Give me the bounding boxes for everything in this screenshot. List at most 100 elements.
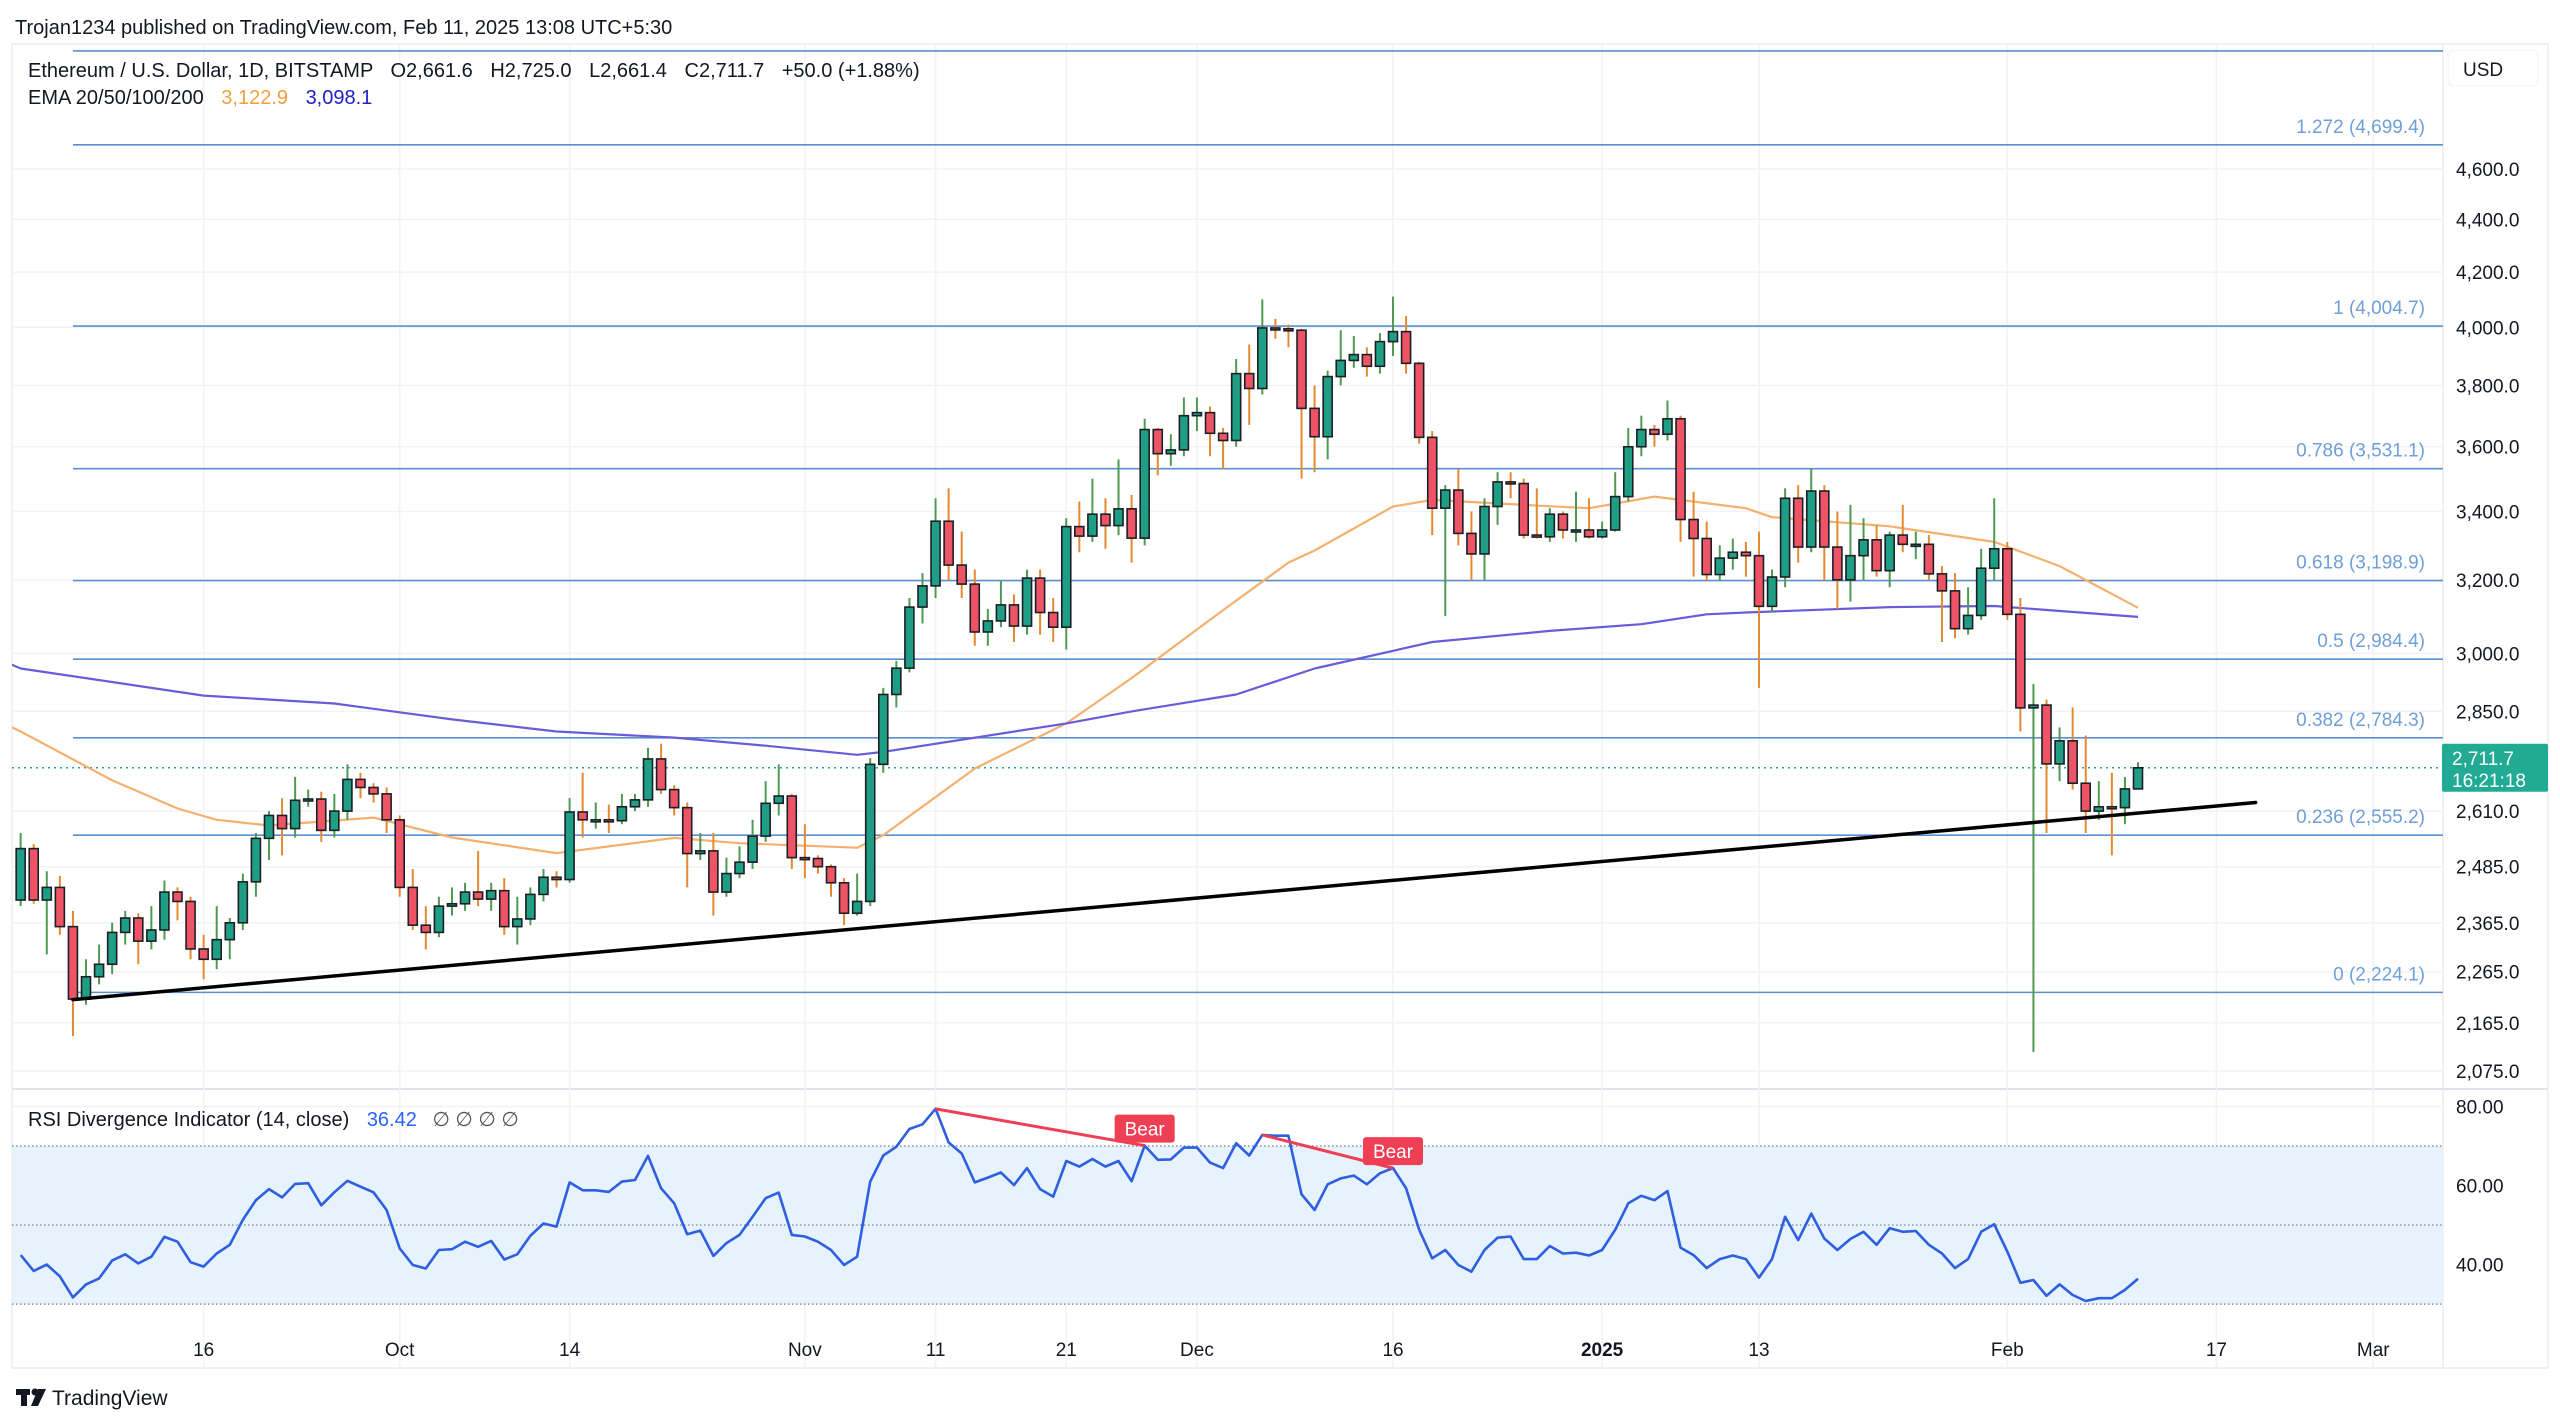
candle-body <box>172 891 183 903</box>
axes[interactable]: 4,600.0 4,400.0 4,200.0 4,000.0 3,800.0 3,600… <box>193 160 2548 1361</box>
candle <box>1832 511 1843 609</box>
candle <box>237 873 249 930</box>
candle <box>2041 699 2052 834</box>
candle <box>106 922 118 975</box>
candle <box>1923 535 1935 581</box>
candle <box>446 887 458 916</box>
candle-body <box>2132 766 2144 790</box>
candle <box>551 871 562 888</box>
candle <box>433 896 445 938</box>
ema-lines <box>12 495 2139 855</box>
last-price-badge-bg <box>2442 743 2548 792</box>
candle-body <box>1126 508 1137 539</box>
candle-body <box>1034 577 1046 614</box>
candle-body <box>263 814 275 840</box>
bear-divergence-label: Bear <box>1363 1137 1424 1166</box>
candle-body <box>2015 613 2026 709</box>
candle <box>185 896 196 960</box>
candle-body <box>1779 497 1791 578</box>
candle <box>747 819 758 869</box>
tradingview-brand[interactable]: TradingView <box>16 1387 168 1410</box>
candle-body <box>93 963 105 978</box>
candle <box>159 880 170 940</box>
candle-body <box>786 795 798 859</box>
candle <box>1936 566 1948 643</box>
rsi-name[interactable]: RSI Divergence Indicator (14, close) <box>28 1109 349 1131</box>
grid <box>12 44 2443 1368</box>
candle <box>982 608 994 646</box>
candle <box>1283 324 1294 348</box>
bear-label-text: Bear <box>1125 1120 1166 1141</box>
candle <box>355 772 366 799</box>
candle-body <box>2080 782 2092 812</box>
ema-line-a <box>12 495 2139 855</box>
candle <box>512 896 523 945</box>
candle-body <box>721 872 732 893</box>
candle-body <box>67 925 79 1000</box>
trendline-group[interactable] <box>71 800 2258 1002</box>
candle <box>41 871 53 955</box>
candle-body <box>2093 805 2105 812</box>
fib-level-label: 1 (4,004.7) <box>2333 298 2425 319</box>
candle <box>525 887 536 926</box>
candle-body <box>1047 611 1059 628</box>
candle <box>1178 397 1190 457</box>
candle <box>564 798 575 883</box>
candle <box>1466 511 1477 581</box>
candle-body <box>1622 445 1634 498</box>
candle <box>250 833 262 897</box>
candle <box>1701 521 1712 581</box>
time-tick-label: 17 <box>2206 1340 2227 1361</box>
candle-body <box>1230 372 1242 442</box>
candle-body <box>1897 534 1909 546</box>
currency-button[interactable]: USD <box>2447 49 2539 87</box>
candle <box>1322 370 1333 460</box>
candle-body <box>28 847 40 901</box>
candle-body <box>891 667 902 696</box>
candle-body <box>1544 513 1556 538</box>
candle-body <box>1152 428 1164 455</box>
candle <box>681 802 693 888</box>
candle-body <box>1178 414 1190 451</box>
candle <box>1047 598 1059 643</box>
candle <box>773 764 785 816</box>
candle-body <box>302 798 314 802</box>
candle-body <box>668 788 680 809</box>
candle <box>1335 330 1347 386</box>
candle <box>289 776 301 838</box>
ohlc-low: L2,661.4 <box>589 60 667 82</box>
candle <box>1949 573 1961 639</box>
candle <box>67 910 79 1037</box>
symbol-legend[interactable]: Ethereum / U.S. Dollar, 1D, BITSTAMP O2,… <box>28 60 920 109</box>
fib-level-label: 0 (2,224.1) <box>2333 964 2425 985</box>
ema-line-b <box>12 604 2139 756</box>
fib-retracement[interactable]: 1.272 (4,699.4) 1 (4,004.7) 0.786 (3,531.1… <box>12 50 2443 994</box>
candle <box>1518 478 1530 539</box>
candle-body <box>1074 525 1085 537</box>
ema-legend-label[interactable]: EMA 20/50/100/200 <box>28 87 204 109</box>
candle <box>1557 511 1569 539</box>
candle-body <box>1609 495 1621 531</box>
candle <box>93 944 105 985</box>
candle-body <box>342 778 353 812</box>
candle <box>917 573 928 624</box>
time-tick-label: 14 <box>559 1340 581 1361</box>
rsi-legend[interactable]: RSI Divergence Indicator (14, close) 36.… <box>28 1109 519 1131</box>
candle <box>864 758 876 907</box>
candle <box>1296 328 1307 479</box>
rsi-null-values: ∅ ∅ ∅ ∅ <box>432 1109 518 1131</box>
candle <box>825 864 837 897</box>
time-tick-label: Nov <box>788 1340 822 1361</box>
trendline[interactable] <box>71 800 2258 1002</box>
ema-value-a: 3,122.9 <box>221 87 288 109</box>
symbol-name[interactable]: Ethereum / U.S. Dollar, 1D, BITSTAMP <box>28 60 373 82</box>
candle <box>420 906 432 950</box>
candle-body <box>917 585 928 608</box>
candle <box>1975 548 1987 620</box>
candle-body <box>119 917 131 934</box>
candle <box>1675 415 1686 542</box>
candle-body <box>1832 546 1843 581</box>
candle <box>1622 428 1634 502</box>
candle-body <box>551 876 562 881</box>
